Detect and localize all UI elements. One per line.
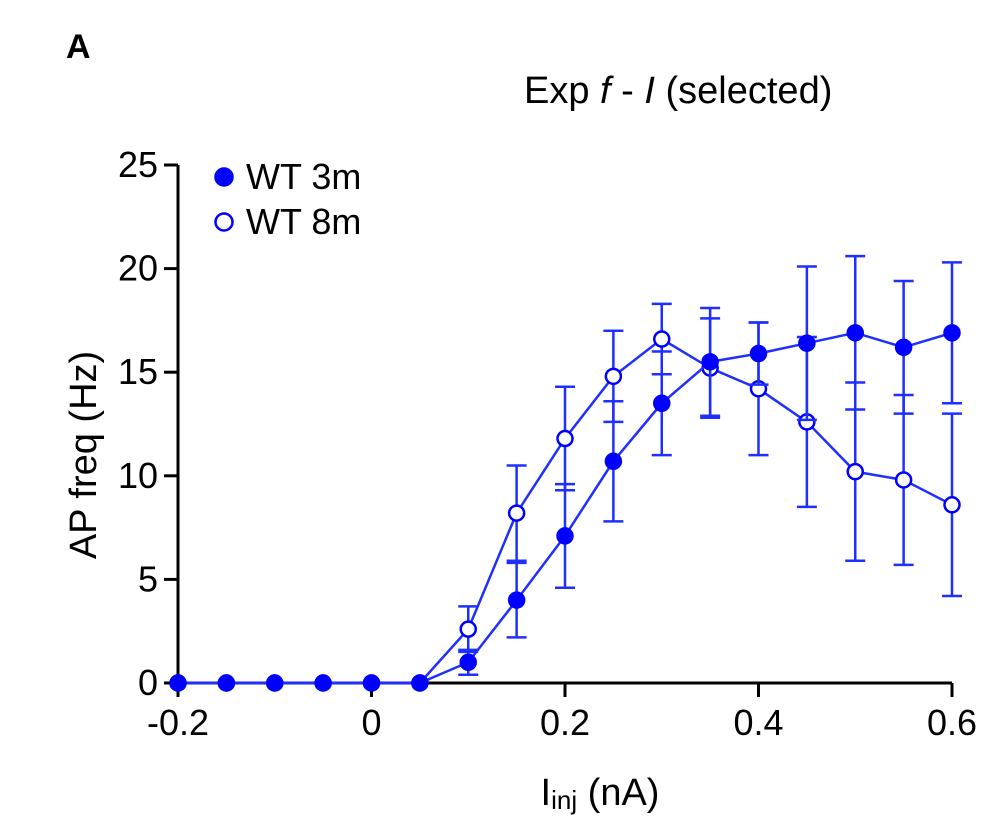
title-dash: - [611,70,645,112]
series-wt-3m [169,254,962,692]
data-point-wt-3m [701,353,719,371]
x-tick-label: 0.4 [733,702,783,743]
data-point-wt-3m [798,334,816,352]
x-tick-label: 0.2 [540,702,590,743]
data-point-wt-3m [556,527,574,545]
data-point-wt-3m [846,324,864,342]
x-axis-label-main: I [541,772,552,814]
x-tick-label: 0 [361,702,381,743]
data-point-wt-3m [459,653,477,672]
data-point-wt-8m [653,330,671,348]
data-point-wt-8m [459,620,477,638]
y-tick-label: 15 [118,351,158,392]
series-layer [169,254,962,692]
data-point-wt-3m [266,674,284,692]
legend-marker-wt-3m [214,167,234,187]
y-axis-label: AP freq (Hz) [63,351,105,559]
x-tick-label: -0.2 [147,702,209,743]
data-point-wt-8m [604,367,623,386]
data-point-wt-3m [411,674,429,692]
data-point-wt-3m [217,674,236,692]
chart-title: Exp f - I (selected) [524,70,832,112]
panel-label: A [66,28,91,66]
data-point-wt-8m [556,429,574,448]
data-point-wt-8m [507,504,526,522]
x-axis-label-tail: (nA) [577,772,659,814]
data-point-wt-3m [653,394,671,413]
y-tick-label: 25 [118,144,158,185]
y-tick-label: 0 [138,662,158,703]
data-point-wt-8m [943,496,961,514]
title-i: I [644,70,655,112]
data-point-wt-3m [943,324,961,342]
title-main: Exp [524,70,600,112]
data-point-wt-3m [362,674,381,692]
x-axis-label: Iinj (nA) [541,772,660,815]
legend-marker-wt-8m [214,212,234,232]
x-tick-label: 0.6 [927,702,977,743]
title-tail: (selected) [655,70,832,112]
legend-label-wt-3m: WT 3m [246,156,361,197]
data-point-wt-3m [604,452,623,471]
data-point-wt-3m [169,674,187,692]
title-f: f [600,70,614,112]
y-tick-label: 5 [138,558,158,599]
legend-label-wt-8m: WT 8m [246,201,361,242]
x-axis-label-sub: inj [551,785,577,815]
data-point-wt-3m [507,591,526,609]
y-tick-label: 10 [118,455,158,496]
y-tick-label: 20 [118,248,158,289]
data-point-wt-8m [894,471,913,489]
data-point-wt-8m [846,462,864,481]
data-point-wt-3m [894,338,913,357]
data-point-wt-3m [314,674,332,692]
data-point-wt-3m [749,344,768,363]
